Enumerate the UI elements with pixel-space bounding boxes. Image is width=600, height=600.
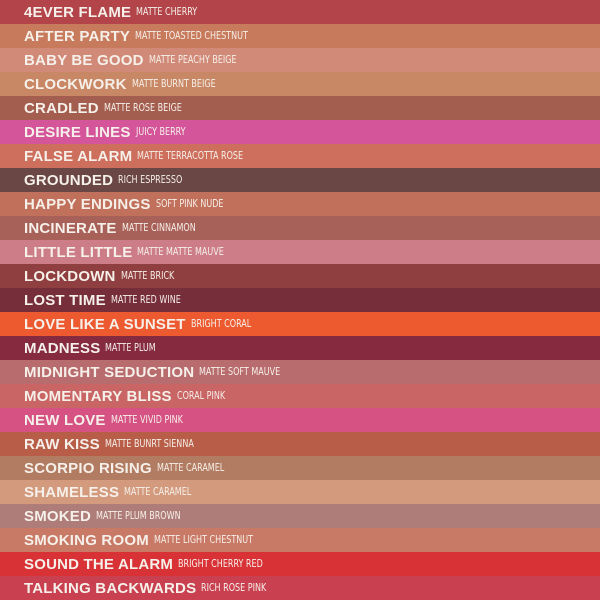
- shade-row: DESIRE LINES JUICY BERRY: [0, 120, 600, 144]
- shade-row: GROUNDED RICH ESPRESSO: [0, 168, 600, 192]
- shade-description: MATTE BRICK: [120, 270, 174, 282]
- shade-row: MOMENTARY BLISS CORAL PINK: [0, 384, 600, 408]
- shade-name: FALSE ALARM: [24, 147, 133, 165]
- shade-name: CRADLED: [24, 99, 99, 117]
- shade-name: CLOCKWORK: [24, 75, 127, 93]
- shade-name: HAPPY ENDINGS: [24, 195, 151, 213]
- shade-row: LOVE LIKE A SUNSET BRIGHT CORAL: [0, 312, 600, 336]
- shade-row: NEW LOVE MATTE VIVID PINK: [0, 408, 600, 432]
- shade-row: SMOKED MATTE PLUM BROWN: [0, 504, 600, 528]
- shade-name: MOMENTARY BLISS: [24, 387, 172, 405]
- shade-row: LOCKDOWN MATTE BRICK: [0, 264, 600, 288]
- shade-description: JUICY BERRY: [135, 126, 186, 138]
- shade-name: SCORPIO RISING: [24, 459, 152, 477]
- shade-description: MATTE PLUM BROWN: [96, 510, 181, 522]
- shade-name: RAW KISS: [24, 435, 100, 453]
- shade-row: MADNESS MATTE PLUM: [0, 336, 600, 360]
- shade-name: BABY BE GOOD: [24, 51, 144, 69]
- shade-description: MATTE PEACHY BEIGE: [148, 54, 237, 66]
- shade-description: MATTE TERRACOTTA ROSE: [137, 150, 244, 162]
- shade-row: FALSE ALARM MATTE TERRACOTTA ROSE: [0, 144, 600, 168]
- shade-row: LITTLE LITTLE MATTE MATTE MAUVE: [0, 240, 600, 264]
- shade-description: BRIGHT CORAL: [190, 318, 251, 330]
- shade-row: SCORPIO RISING MATTE CARAMEL: [0, 456, 600, 480]
- shade-row: SMOKING ROOM MATTE LIGHT CHESTNUT: [0, 528, 600, 552]
- shade-row: RAW KISS MATTE BUNRT SIENNA: [0, 432, 600, 456]
- shade-name: SMOKING ROOM: [24, 531, 149, 549]
- shade-row: HAPPY ENDINGS SOFT PINK NUDE: [0, 192, 600, 216]
- shade-description: MATTE BURNT BEIGE: [131, 78, 216, 90]
- shade-name: SHAMELESS: [24, 483, 120, 501]
- shade-description: MATTE CHERRY: [136, 6, 198, 18]
- shade-row: INCINERATE MATTE CINNAMON: [0, 216, 600, 240]
- shade-row: MIDNIGHT SEDUCTION MATTE SOFT MAUVE: [0, 360, 600, 384]
- shade-description: CORAL PINK: [176, 390, 225, 402]
- shade-description: RICH ROSE PINK: [201, 582, 267, 594]
- shade-row: LOST TIME MATTE RED WINE: [0, 288, 600, 312]
- shade-name: INCINERATE: [24, 219, 117, 237]
- shade-name: MADNESS: [24, 339, 101, 357]
- shade-name: NEW LOVE: [24, 411, 106, 429]
- shade-row: TALKING BACKWARDS RICH ROSE PINK: [0, 576, 600, 600]
- shade-name: LOVE LIKE A SUNSET: [24, 315, 186, 333]
- shade-row: 4EVER FLAME MATTE CHERRY: [0, 0, 600, 24]
- shade-row: AFTER PARTY MATTE TOASTED CHESTNUT: [0, 24, 600, 48]
- shade-description: MATTE CARAMEL: [156, 462, 225, 474]
- shade-row: CRADLED MATTE ROSE BEIGE: [0, 96, 600, 120]
- shade-row: BABY BE GOOD MATTE PEACHY BEIGE: [0, 48, 600, 72]
- shade-row: CLOCKWORK MATTE BURNT BEIGE: [0, 72, 600, 96]
- shade-description: MATTE PLUM: [105, 342, 157, 354]
- shade-description: MATTE SOFT MAUVE: [199, 366, 281, 378]
- shade-description: MATTE CINNAMON: [121, 222, 196, 234]
- shade-name: TALKING BACKWARDS: [24, 579, 197, 597]
- shade-description: MATTE ROSE BEIGE: [103, 102, 182, 114]
- shade-name: LOST TIME: [24, 291, 106, 309]
- shade-name: MIDNIGHT SEDUCTION: [24, 363, 195, 381]
- shade-description: MATTE VIVID PINK: [110, 414, 183, 426]
- shade-name: LITTLE LITTLE: [24, 243, 133, 261]
- shade-description: MATTE TOASTED CHESTNUT: [135, 30, 248, 42]
- shade-name: SOUND THE ALARM: [24, 555, 174, 573]
- shade-description: MATTE MATTE MAUVE: [137, 246, 225, 258]
- shade-description: RICH ESPRESSO: [118, 174, 183, 186]
- shade-description: BRIGHT CHERRY RED: [178, 558, 263, 570]
- shade-description: MATTE CARAMEL: [124, 486, 192, 498]
- shade-row: SOUND THE ALARM BRIGHT CHERRY RED: [0, 552, 600, 576]
- shade-name: DESIRE LINES: [24, 123, 131, 141]
- shade-name: AFTER PARTY: [24, 27, 131, 45]
- shade-description: MATTE RED WINE: [110, 294, 181, 306]
- shade-description: MATTE BUNRT SIENNA: [104, 438, 194, 450]
- shade-name: LOCKDOWN: [24, 267, 116, 285]
- shade-row: SHAMELESS MATTE CARAMEL: [0, 480, 600, 504]
- shade-description: MATTE LIGHT CHESTNUT: [153, 534, 253, 546]
- shade-description: SOFT PINK NUDE: [155, 198, 224, 210]
- shade-name: 4EVER FLAME: [24, 3, 132, 21]
- shade-name: GROUNDED: [24, 171, 114, 189]
- shade-name: SMOKED: [24, 507, 92, 525]
